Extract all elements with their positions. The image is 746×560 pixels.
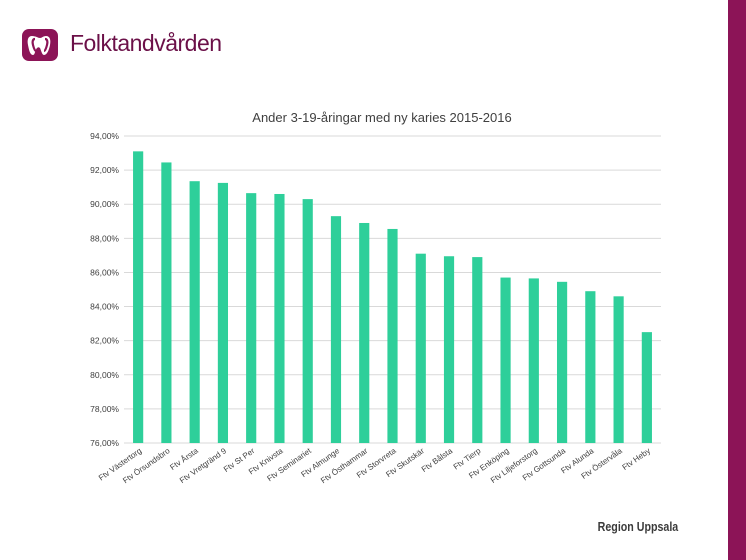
- bar: [641, 332, 652, 443]
- bar: [472, 257, 483, 443]
- bar: [415, 253, 426, 443]
- bar: [217, 182, 229, 443]
- y-tick-label: 82,00%: [90, 336, 119, 346]
- footer-region-label: Region Uppsala: [597, 519, 678, 534]
- brand-name: Folktandvården: [70, 30, 222, 56]
- bar: [274, 193, 285, 443]
- y-tick-label: 76,00%: [90, 438, 119, 448]
- y-tick-label: 94,00%: [90, 131, 119, 141]
- brand-accent-bar: [728, 0, 746, 560]
- y-tick-label: 78,00%: [90, 404, 119, 414]
- bar: [302, 199, 313, 443]
- tooth-logo-icon: [22, 29, 58, 61]
- y-tick-label: 92,00%: [90, 165, 119, 175]
- bar-series: [133, 151, 652, 444]
- chart-title: Ander 3-19-åringar med ny karies 2015-20…: [252, 110, 511, 125]
- bar: [246, 193, 257, 443]
- y-axis-ticks: 76,00% 78,00% 80,00% 82,00% 84,00% 86,00% 88,0…: [90, 131, 119, 448]
- y-tick-label: 80,00%: [90, 370, 119, 380]
- bar: [133, 151, 144, 443]
- bar: [443, 256, 455, 443]
- y-tick-label: 90,00%: [90, 199, 119, 209]
- bar: [613, 296, 624, 443]
- bar: [330, 216, 342, 443]
- y-tick-label: 86,00%: [90, 267, 119, 277]
- x-tick-label: Ftv Heby: [621, 446, 652, 472]
- y-tick-label: 84,00%: [90, 302, 119, 312]
- bar: [528, 278, 539, 443]
- bar: [387, 228, 398, 443]
- bar: [359, 222, 370, 443]
- bar: [556, 281, 568, 443]
- x-tick-label: Ftv Bålsta: [420, 446, 455, 474]
- bar: [161, 162, 172, 444]
- y-tick-label: 88,00%: [90, 233, 119, 243]
- bar: [500, 277, 511, 443]
- bar: [189, 181, 200, 444]
- bar: [585, 291, 596, 443]
